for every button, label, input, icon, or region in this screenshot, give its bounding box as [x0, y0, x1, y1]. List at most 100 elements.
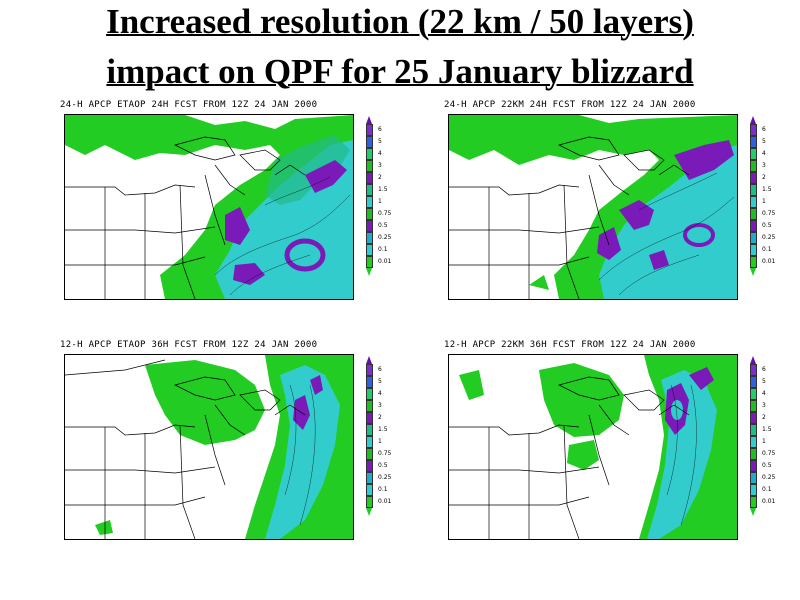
legend-label: 0.5 [762, 222, 772, 229]
precip-legend: 6 5 4 3 2 1.5 1 0.75 0.5 0.25 0.1 0.01 [750, 356, 798, 538]
legend-top-arrow [750, 116, 756, 124]
precip-map [64, 114, 354, 300]
legend-swatch [750, 184, 757, 196]
legend-swatch [366, 484, 373, 496]
legend-bottom-arrow [366, 268, 372, 276]
legend-label: 0.75 [378, 450, 392, 457]
legend-label: 2 [762, 174, 766, 181]
legend-swatch [750, 436, 757, 448]
legend-label: 1 [762, 198, 766, 205]
legend-label: 3 [378, 162, 382, 169]
legend-label: 1.5 [762, 186, 772, 193]
legend-label: 0.1 [762, 486, 772, 493]
legend-swatch [366, 496, 373, 508]
panel-12h-22km: 12-H APCP 22KM 36H FCST FROM 12Z 24 JAN … [444, 340, 800, 550]
legend-swatch [366, 136, 373, 148]
legend-swatch [750, 400, 757, 412]
legend-swatch [750, 460, 757, 472]
legend-swatch [750, 208, 757, 220]
legend-label: 1 [762, 438, 766, 445]
slide-title-line-2: impact on QPF for 25 January blizzard [106, 52, 694, 91]
legend-label: 0.01 [762, 498, 776, 505]
slide-title-line-1: Increased resolution (22 km / 50 layers) [106, 2, 694, 41]
legend-label: 6 [378, 366, 382, 373]
legend-bottom-arrow [366, 508, 372, 516]
legend-swatch [366, 244, 373, 256]
legend-swatch [366, 460, 373, 472]
legend-swatch [750, 388, 757, 400]
legend-swatch [750, 136, 757, 148]
legend-swatch [366, 160, 373, 172]
panel-12h-etaop: 12-H APCP ETAOP 36H FCST FROM 12Z 24 JAN… [60, 340, 430, 550]
legend-label: 2 [378, 414, 382, 421]
legend-swatch [750, 220, 757, 232]
panel-title: 24-H APCP ETAOP 24H FCST FROM 12Z 24 JAN… [60, 100, 318, 110]
legend-label: 0.1 [762, 246, 772, 253]
legend-label: 6 [762, 366, 766, 373]
legend-label: 0.5 [378, 222, 388, 229]
legend-swatch [750, 496, 757, 508]
precip-map [448, 114, 738, 300]
legend-label: 1.5 [378, 426, 388, 433]
legend-label: 0.5 [762, 462, 772, 469]
legend-label: 4 [762, 150, 766, 157]
legend-label: 4 [378, 390, 382, 397]
precip-legend: 6 5 4 3 2 1.5 1 0.75 0.5 0.25 0.1 0.01 [366, 356, 414, 538]
legend-swatch [366, 148, 373, 160]
legend-top-arrow [750, 356, 756, 364]
legend-swatch [366, 412, 373, 424]
legend-label: 5 [762, 378, 766, 385]
legend-swatch [366, 472, 373, 484]
legend-label: 1.5 [378, 186, 388, 193]
legend-label: 0.1 [378, 486, 388, 493]
legend-swatch [366, 124, 373, 136]
legend-label: 2 [762, 414, 766, 421]
legend-swatch [750, 412, 757, 424]
legend-label: 3 [378, 402, 382, 409]
legend-top-arrow [366, 116, 372, 124]
legend-label: 0.01 [762, 258, 776, 265]
legend-label: 0.75 [762, 210, 776, 217]
precip-map [64, 354, 354, 540]
legend-label: 0.25 [762, 474, 776, 481]
legend-swatch [750, 364, 757, 376]
legend-swatch [366, 232, 373, 244]
legend-swatch [750, 424, 757, 436]
legend-swatch [366, 364, 373, 376]
precip-legend: 6 5 4 3 2 1.5 1 0.75 0.5 0.25 0.1 0.01 [366, 116, 414, 298]
legend-swatch [750, 244, 757, 256]
legend-label: 4 [762, 390, 766, 397]
legend-swatch [750, 256, 757, 268]
panel-title: 12-H APCP 22KM 36H FCST FROM 12Z 24 JAN … [444, 340, 696, 350]
legend-label: 5 [762, 138, 766, 145]
panel-24h-22km: 24-H APCP 22KM 24H FCST FROM 12Z 24 JAN … [444, 100, 800, 310]
legend-label: 6 [378, 126, 382, 133]
legend-label: 0.01 [378, 258, 392, 265]
legend-swatch [750, 148, 757, 160]
legend-swatch [366, 172, 373, 184]
legend-label: 4 [378, 150, 382, 157]
legend-swatch [366, 448, 373, 460]
legend-swatch [750, 124, 757, 136]
legend-swatch [366, 376, 373, 388]
legend-swatch [366, 184, 373, 196]
legend-label: 0.1 [378, 246, 388, 253]
legend-swatch [750, 472, 757, 484]
legend-label: 3 [762, 402, 766, 409]
legend-label: 0.01 [378, 498, 392, 505]
legend-swatch [366, 208, 373, 220]
legend-swatch [750, 376, 757, 388]
legend-label: 3 [762, 162, 766, 169]
panel-title: 24-H APCP 22KM 24H FCST FROM 12Z 24 JAN … [444, 100, 696, 110]
legend-label: 5 [378, 138, 382, 145]
legend-label: 0.25 [378, 474, 392, 481]
legend-label: 1 [378, 198, 382, 205]
legend-label: 0.5 [378, 462, 388, 469]
precip-legend: 6 5 4 3 2 1.5 1 0.75 0.5 0.25 0.1 0.01 [750, 116, 798, 298]
precip-map [448, 354, 738, 540]
legend-swatch [750, 196, 757, 208]
legend-swatch [750, 160, 757, 172]
legend-swatch [366, 220, 373, 232]
legend-swatch [750, 172, 757, 184]
legend-swatch [750, 232, 757, 244]
